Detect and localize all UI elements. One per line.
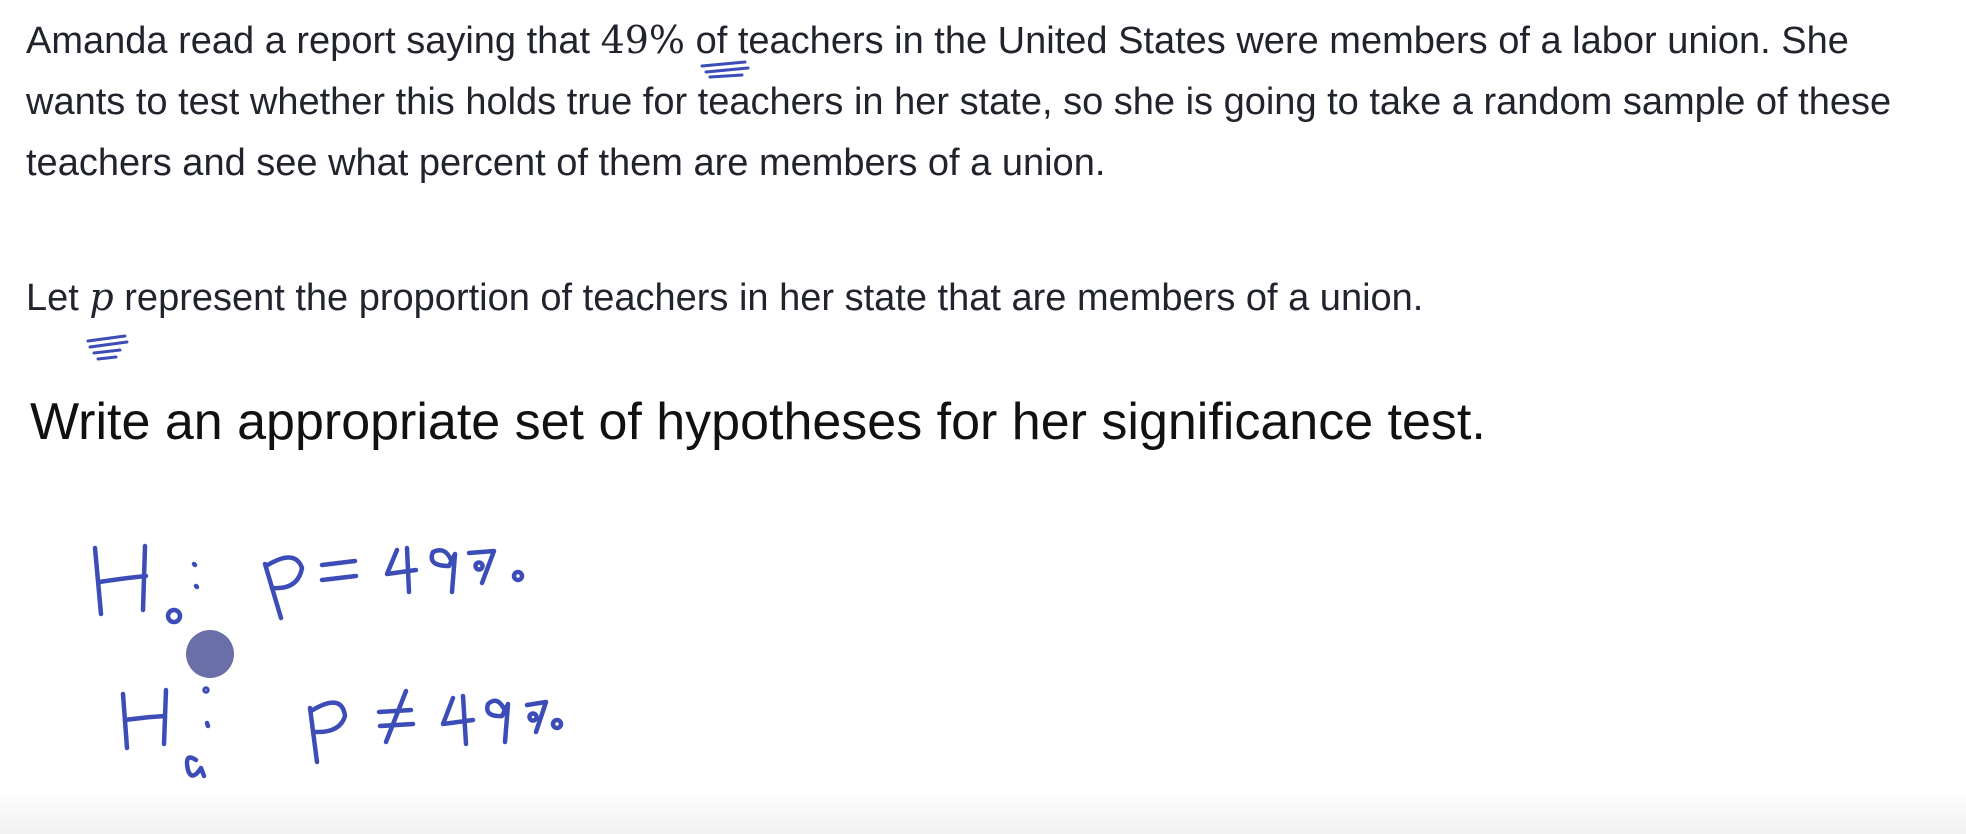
variable-p: p bbox=[89, 275, 114, 319]
bottom-edge-shadow bbox=[0, 790, 1966, 834]
problem-statement: Amanda read a report saying that 49% of … bbox=[26, 10, 1956, 194]
variable-definition: Let p represent the proportion of teache… bbox=[26, 268, 1423, 327]
null-hypothesis-handwriting bbox=[92, 543, 525, 625]
problem-text-part2: of teachers in the United States were me… bbox=[26, 20, 1892, 184]
alternative-hypothesis-handwriting bbox=[120, 686, 564, 779]
let-suffix: represent the proportion of teachers in … bbox=[113, 277, 1424, 319]
let-prefix: Let bbox=[26, 277, 90, 319]
problem-text-part1: Amanda read a report saying that bbox=[26, 20, 601, 62]
percent-value: 49% bbox=[600, 18, 686, 62]
question-prompt: Write an appropriate set of hypotheses f… bbox=[30, 393, 1486, 451]
underline-p-mark bbox=[86, 334, 129, 361]
pen-cursor bbox=[186, 630, 234, 678]
